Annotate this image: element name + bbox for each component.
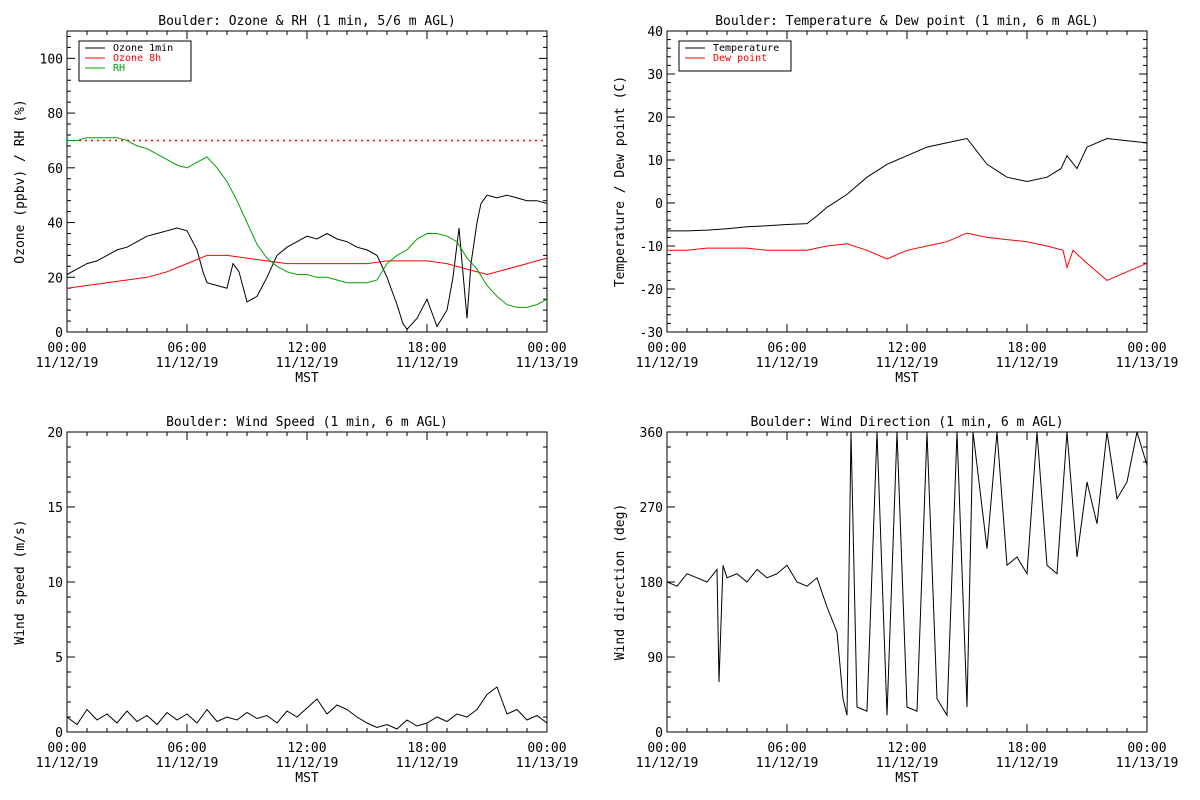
x-axis-label: MST (895, 771, 919, 786)
x-tick-time: 06:00 (167, 741, 206, 756)
y-axis-label: Wind direction (deg) (613, 504, 628, 661)
y-tick-label: 20 (47, 426, 63, 441)
x-tick-date: 11/12/19 (636, 756, 699, 771)
y-tick-label: -20 (640, 283, 663, 298)
x-tick-date: 11/12/19 (36, 756, 99, 771)
chart-panel-1: Boulder: Ozone & RH (1 min, 5/6 m AGL) 0 2… (13, 14, 578, 386)
x-tick-time: 12:00 (287, 341, 326, 356)
x-axis-label: MST (295, 771, 319, 786)
legend-label: Ozone 1min (113, 43, 173, 54)
x-tick-date: 11/12/19 (36, 356, 99, 371)
plot-frame (666, 431, 1148, 733)
plot-frame (66, 431, 548, 733)
y-tick-label: 180 (640, 576, 663, 591)
y-tick-label: 10 (647, 154, 663, 169)
chart-title: Boulder: Ozone & RH (1 min, 5/6 m AGL) (158, 14, 455, 29)
x-tick-time: 18:00 (407, 741, 446, 756)
y-axis-label: Wind speed (m/s) (13, 519, 28, 644)
y-tick-label: 15 (47, 501, 63, 516)
x-tick-time: 18:00 (1007, 741, 1046, 756)
x-tick-date: 11/13/19 (516, 356, 579, 371)
chart-title: Boulder: Temperature & Dew point (1 min,… (715, 14, 1099, 29)
y-tick-label: -30 (640, 326, 663, 341)
y-tick-label: 0 (655, 726, 663, 741)
x-tick-date: 11/12/19 (876, 756, 939, 771)
x-tick-date: 11/12/19 (156, 756, 219, 771)
x-tick-date: 11/12/19 (756, 356, 819, 371)
y-tick-label: 360 (640, 426, 663, 441)
x-tick-date: 11/12/19 (636, 356, 699, 371)
y-tick-label: 0 (55, 326, 63, 341)
chart-title: Boulder: Wind Direction (1 min, 6 m AGL) (750, 415, 1063, 430)
x-tick-time: 00:00 (527, 341, 566, 356)
x-tick-date: 11/12/19 (276, 356, 339, 371)
x-tick-time: 18:00 (1007, 341, 1046, 356)
series-line-rh (67, 137, 547, 308)
legend-label: Dew point (713, 53, 767, 64)
y-tick-label: 30 (647, 68, 663, 83)
x-tick-time: 00:00 (527, 741, 566, 756)
x-tick-date: 11/13/19 (516, 756, 579, 771)
x-tick-time: 12:00 (887, 741, 926, 756)
chart-panel-3: Boulder: Wind Speed (1 min, 6 m AGL) 0 5 10… (13, 415, 578, 786)
x-tick-date: 11/13/19 (1116, 756, 1179, 771)
legend-label: Ozone 8h (113, 53, 161, 64)
series-line-1 (67, 686, 547, 730)
chart-panel-2: Boulder: Temperature & Dew point (1 min,… (613, 14, 1178, 386)
x-tick-time: 12:00 (887, 341, 926, 356)
x-tick-time: 00:00 (1127, 341, 1166, 356)
x-tick-time: 12:00 (287, 741, 326, 756)
chart-title: Boulder: Wind Speed (1 min, 6 m AGL) (166, 415, 448, 430)
y-tick-label: 270 (640, 501, 663, 516)
plot-frame (666, 30, 1148, 333)
x-tick-date: 11/12/19 (396, 356, 459, 371)
x-tick-time: 18:00 (407, 341, 446, 356)
x-tick-date: 11/12/19 (996, 356, 1059, 371)
y-tick-label: 80 (47, 107, 63, 122)
legend-label: Temperature (713, 43, 779, 54)
chart-panel-4: Boulder: Wind Direction (1 min, 6 m AGL)… (613, 415, 1178, 786)
x-tick-time: 06:00 (767, 341, 806, 356)
x-tick-date: 11/12/19 (276, 756, 339, 771)
legend-box (678, 40, 792, 72)
y-tick-label: 40 (47, 217, 63, 232)
y-tick-label: 5 (55, 651, 63, 666)
x-tick-time: 00:00 (47, 741, 86, 756)
y-tick-label: 40 (647, 25, 663, 40)
y-tick-label: 0 (655, 197, 663, 212)
y-tick-label: 20 (647, 111, 663, 126)
x-tick-date: 11/12/19 (396, 756, 459, 771)
y-tick-label: 10 (47, 576, 63, 591)
x-tick-time: 00:00 (1127, 741, 1166, 756)
x-tick-date: 11/13/19 (1116, 356, 1179, 371)
x-tick-date: 11/12/19 (996, 756, 1059, 771)
x-tick-time: 06:00 (767, 741, 806, 756)
series-line-dew-point (667, 232, 1147, 281)
y-tick-label: 20 (47, 271, 63, 286)
y-tick-label: 90 (647, 651, 663, 666)
x-tick-time: 06:00 (167, 341, 206, 356)
x-tick-date: 11/12/19 (156, 356, 219, 371)
x-tick-date: 11/12/19 (756, 756, 819, 771)
series-line-ozone-8h (67, 254, 547, 289)
x-tick-time: 00:00 (647, 341, 686, 356)
y-tick-label: -10 (640, 240, 663, 255)
x-axis-label: MST (295, 371, 319, 386)
x-tick-time: 00:00 (47, 341, 86, 356)
y-tick-label: 0 (55, 726, 63, 741)
y-tick-label: 60 (47, 162, 63, 177)
series-line-ozone-1min (67, 194, 547, 331)
x-tick-time: 00:00 (647, 741, 686, 756)
series-line-1 (667, 432, 1147, 717)
series-line-temperature (667, 137, 1147, 232)
y-tick-label: 100 (40, 52, 63, 67)
x-tick-date: 11/12/19 (876, 356, 939, 371)
y-axis-label: Ozone (ppbv) / RH (%) (13, 99, 28, 263)
y-axis-label: Temperature / Dew point (C) (613, 76, 628, 287)
x-axis-label: MST (895, 371, 919, 386)
legend-label: RH (113, 63, 125, 74)
